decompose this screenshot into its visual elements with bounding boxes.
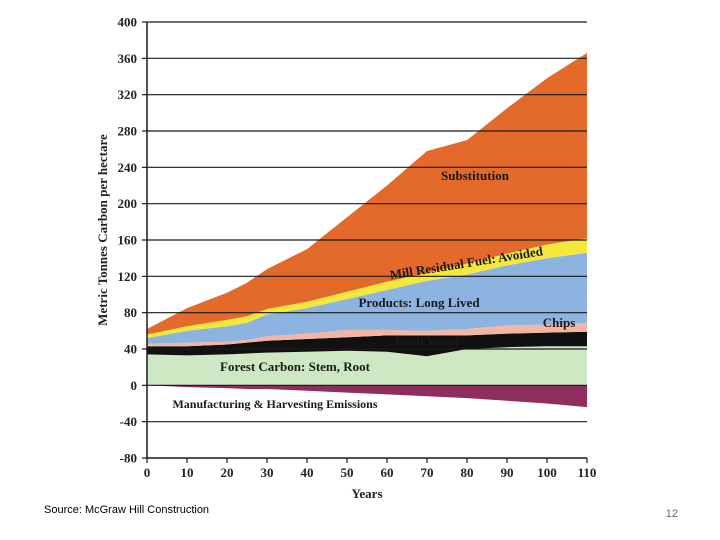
annotation-label: Dead Wood	[395, 333, 460, 348]
source-caption: Source: McGraw Hill Construction	[44, 504, 210, 516]
page-number: 12	[665, 508, 678, 520]
x-tick-label: 10	[181, 465, 194, 480]
area-dead-wood	[147, 331, 587, 357]
x-tick-label: 60	[381, 465, 394, 480]
x-axis-title: Years	[351, 486, 382, 501]
y-tick-label: 320	[118, 87, 138, 102]
area-manufacturing-harvesting-emissions	[147, 385, 587, 408]
y-tick-label: -40	[120, 414, 137, 429]
y-tick-label: 80	[124, 305, 137, 320]
y-tick-label: 200	[118, 196, 138, 211]
area-products-long-lived	[147, 252, 587, 344]
x-tick-label: 40	[301, 465, 314, 480]
area-chips	[147, 322, 587, 347]
x-tick-label: 20	[221, 465, 234, 480]
y-tick-label: 40	[124, 342, 137, 357]
annotation-label: Products: Long Lived	[358, 295, 480, 310]
x-tick-label: 30	[261, 465, 274, 480]
x-tick-label: 90	[501, 465, 514, 480]
x-tick-label: 70	[421, 465, 434, 480]
annotation-label: Chips	[543, 315, 576, 330]
y-tick-label: 360	[118, 51, 138, 66]
y-tick-label: -80	[120, 451, 137, 466]
area-forest-carbon-stem-root	[147, 346, 587, 386]
annotation-label: Substitution	[441, 168, 510, 183]
area-substitution	[147, 52, 587, 335]
y-tick-label: 0	[131, 378, 138, 393]
annotation-label: Manufacturing & Harvesting Emissions	[172, 397, 377, 411]
y-tick-label: 240	[118, 160, 138, 175]
y-tick-label: 400	[118, 15, 138, 30]
x-tick-label: 80	[461, 465, 474, 480]
x-tick-label: 100	[537, 465, 557, 480]
gridlines	[147, 57, 587, 423]
y-tick-label: 160	[118, 233, 138, 248]
y-axis-title: Metric Tonnes Carbon per hectare	[95, 134, 110, 326]
annotation-label: Forest Carbon: Stem, Root	[220, 359, 371, 374]
axes: -80 -40 0 40 80 120 160 200 240 280 320 360 400 0 10 20…	[118, 15, 597, 481]
y-tick-label: 280	[118, 124, 138, 139]
x-tick-label: 50	[341, 465, 354, 480]
x-tick-label: 0	[144, 465, 151, 480]
y-tick-label: 120	[118, 269, 138, 284]
x-tick-label: 110	[578, 465, 597, 480]
